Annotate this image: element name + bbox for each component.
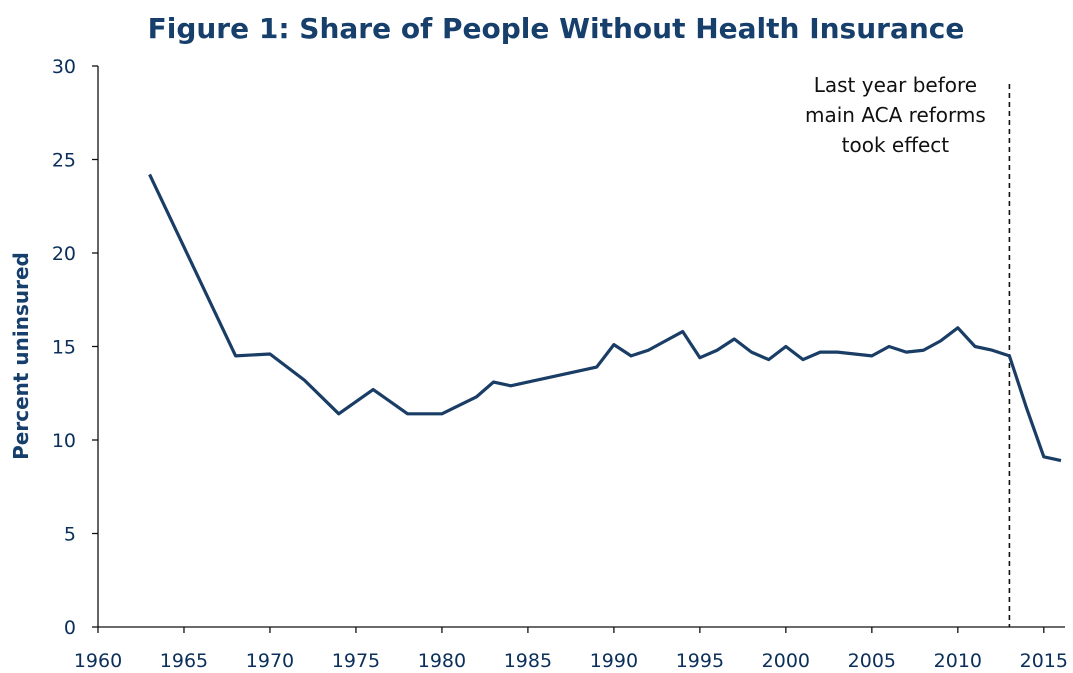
x-tick-label: 1985 bbox=[504, 650, 552, 672]
y-tick-label: 5 bbox=[64, 524, 76, 546]
x-tick-label: 2000 bbox=[762, 650, 810, 672]
x-tick-label: 1960 bbox=[74, 650, 122, 672]
x-tick-label: 1995 bbox=[676, 650, 724, 672]
data-line bbox=[148, 173, 1062, 463]
x-tick-label: 2005 bbox=[848, 650, 896, 672]
x-tick-label: 1965 bbox=[160, 650, 208, 672]
y-tick-label: 30 bbox=[52, 56, 76, 78]
x-tick-label: 1990 bbox=[590, 650, 638, 672]
x-tick-label: 1980 bbox=[418, 650, 466, 672]
y-tick-label: 15 bbox=[52, 337, 76, 359]
x-tick-label: 2015 bbox=[1020, 650, 1068, 672]
x-tick-label: 1970 bbox=[246, 650, 294, 672]
x-tick-label: 1975 bbox=[332, 650, 380, 672]
chart-title: Figure 1: Share of People Without Health… bbox=[148, 12, 965, 45]
y-tick-label: 25 bbox=[52, 150, 76, 172]
annotation-text: took effect bbox=[842, 133, 950, 157]
y-tick-label: 10 bbox=[52, 430, 76, 452]
y-tick-label: 0 bbox=[64, 617, 76, 639]
x-tick-label: 2010 bbox=[934, 650, 982, 672]
annotation-text: main ACA reforms bbox=[805, 103, 986, 127]
y-axis-label: Percent uninsured bbox=[9, 252, 33, 460]
annotation-text: Last year before bbox=[814, 73, 977, 97]
y-tick-label: 20 bbox=[52, 243, 76, 265]
